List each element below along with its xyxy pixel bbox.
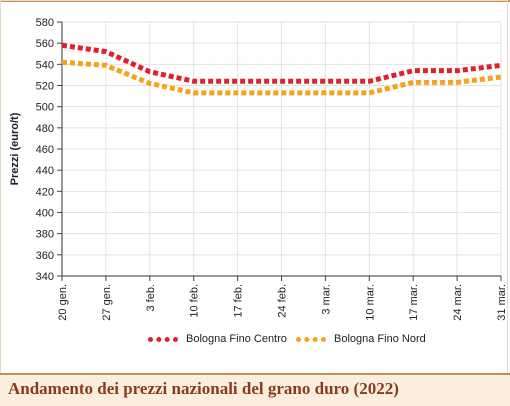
y-tick-label: 400 [36,208,54,220]
y-axis-label: Prezzi (euro/t) [9,112,21,185]
y-tick-label: 520 [36,81,54,93]
y-tick-label: 500 [36,102,54,114]
x-tick-label: 3 mar. [320,284,332,315]
x-tick-label: 24 feb. [277,284,289,318]
series-line-0 [61,42,502,84]
x-tick-label: 10 feb. [189,284,201,318]
y-tick-label: 440 [36,165,54,177]
x-tick-labels: 20 gen. 27 gen. 3 feb. 10 feb. 17 feb. 24 feb… [57,284,508,321]
x-tick-label: 17 feb. [233,284,245,318]
y-tick-label: 580 [36,17,54,29]
legend-swatch-centro [148,336,178,342]
y-tick-label: 460 [36,144,54,156]
top-rule [0,0,510,2]
y-tick-label: 340 [36,271,54,283]
legend-item-nord: Bologna Fino Nord [296,333,426,345]
axes [57,21,502,281]
legend-item-centro: Bologna Fino Centro [148,333,287,345]
legend-label-centro: Bologna Fino Centro [186,333,287,345]
x-tick-label: 27 gen. [101,284,113,321]
y-tick-label: 380 [36,229,54,241]
footer-banner: Andamento dei prezzi nazionali del grano… [0,373,510,406]
x-tick-label: 17 mar. [408,284,420,321]
legend: Bologna Fino Centro Bologna Fino Nord [0,333,510,351]
x-tick-label: 10 mar. [364,284,376,321]
y-tick-label: 420 [36,186,54,198]
series-line-1 [61,59,502,96]
y-tick-labels: 340 360 380 400 420 440 460 480 500 520 540 560 580 [36,17,54,283]
x-tick-label: 20 gen. [57,284,69,321]
x-tick-label: 24 mar. [452,284,464,321]
y-tick-label: 540 [36,59,54,71]
y-tick-label: 560 [36,38,54,50]
x-tick-label: 31 mar. [496,284,508,321]
gridlines [61,21,502,277]
y-tick-label: 480 [36,123,54,135]
footer-title: Andamento dei prezzi nazionali del grano… [8,379,399,398]
legend-label-nord: Bologna Fino Nord [334,333,426,345]
legend-swatch-nord [296,336,326,342]
series-lines [61,42,502,96]
x-tick-label: 3 feb. [145,284,157,312]
line-chart: 340360380400420440460480500520540560580 … [9,17,508,321]
y-tick-label: 360 [36,250,54,262]
